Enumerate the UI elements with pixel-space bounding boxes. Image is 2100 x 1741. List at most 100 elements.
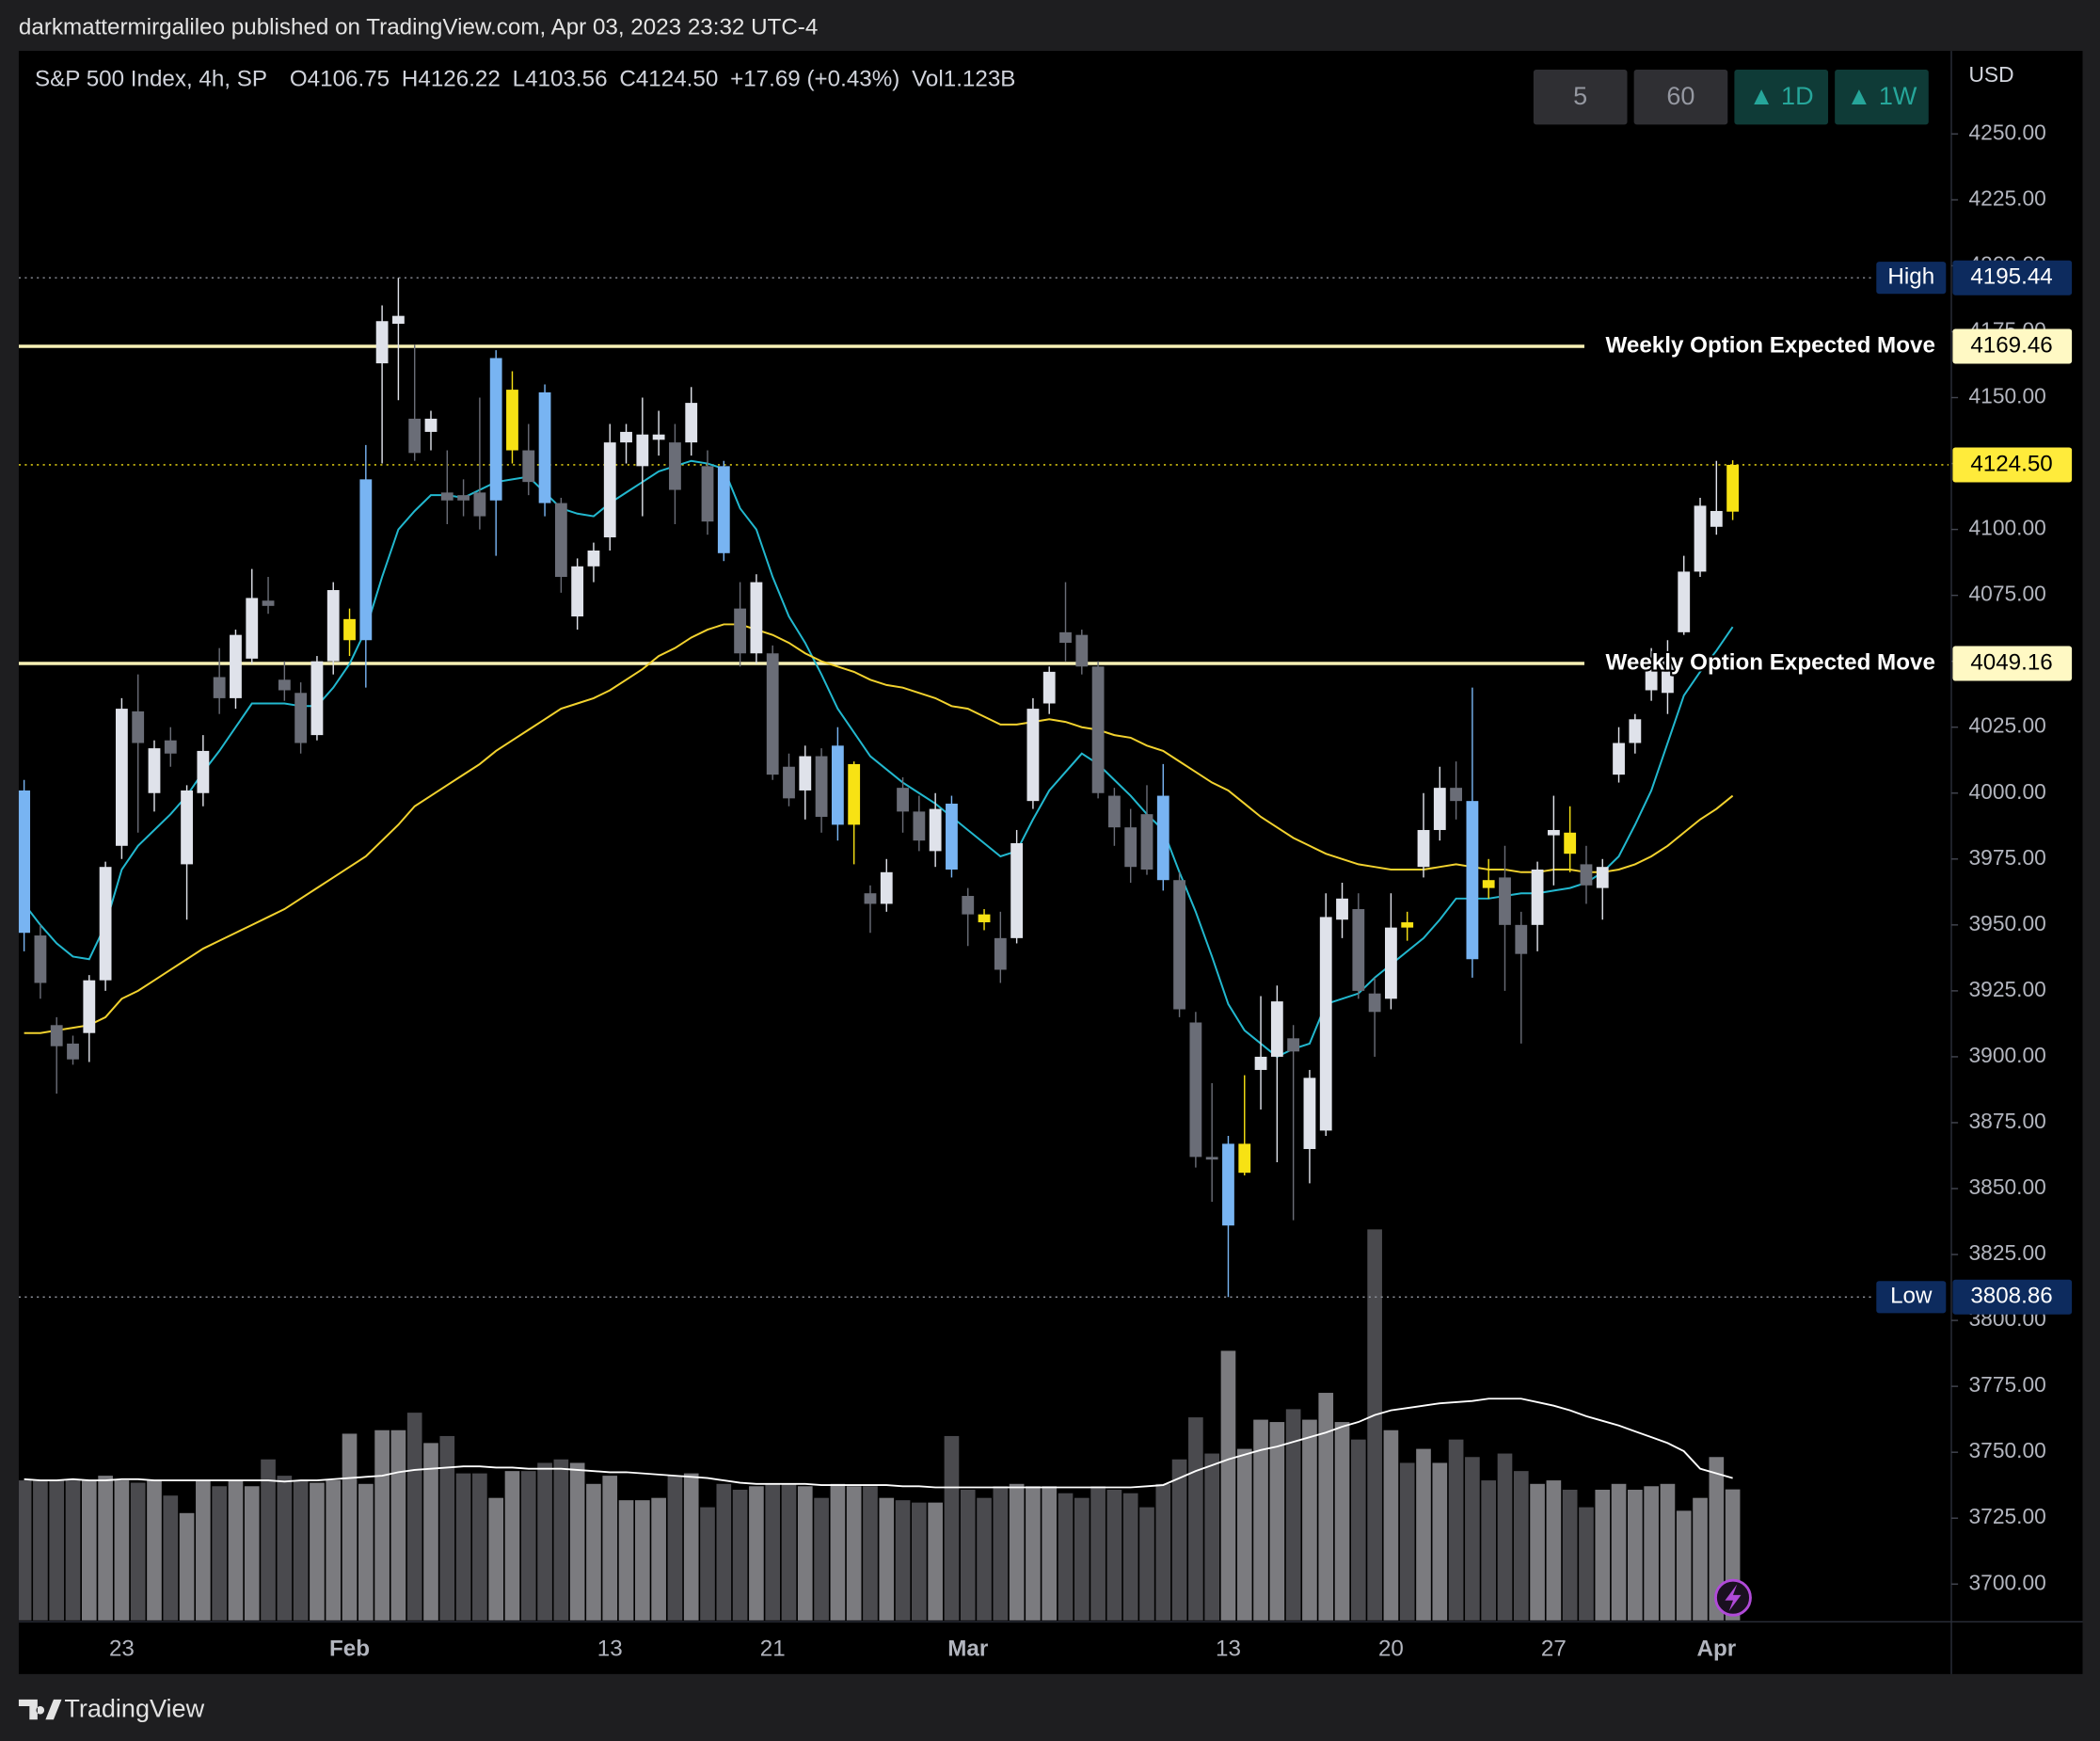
interval-button[interactable] bbox=[1835, 70, 1929, 125]
candle-body bbox=[213, 677, 226, 698]
volume-bar bbox=[1367, 1229, 1382, 1621]
candle-body bbox=[246, 598, 259, 659]
candle-body bbox=[1450, 788, 1463, 802]
volume-bar bbox=[912, 1502, 927, 1621]
candle-body bbox=[489, 358, 502, 501]
volume-bar bbox=[1334, 1422, 1350, 1621]
volume-bar bbox=[1481, 1480, 1497, 1621]
candle-body bbox=[457, 495, 469, 501]
level-value-box bbox=[1952, 447, 2073, 483]
volume-bar bbox=[944, 1435, 960, 1621]
volume-bar bbox=[1546, 1480, 1562, 1621]
level-value-box bbox=[1952, 328, 2073, 364]
interval-button-label[interactable]: 60 bbox=[1666, 82, 1694, 110]
volume-bar bbox=[700, 1507, 715, 1621]
volume-bar bbox=[1399, 1462, 1415, 1621]
candle-body bbox=[978, 914, 991, 923]
candle-body bbox=[1710, 510, 1723, 527]
y-tick-label: 3775.00 bbox=[1969, 1372, 2046, 1397]
publish-info: darkmattermirgalileo published on Tradin… bbox=[19, 14, 818, 40]
candle-body bbox=[1726, 464, 1740, 512]
candle-body bbox=[1678, 571, 1691, 632]
volume-bar bbox=[326, 1480, 342, 1621]
volume-bar bbox=[1204, 1453, 1219, 1621]
interval-button[interactable] bbox=[1533, 70, 1628, 125]
volume-bar bbox=[749, 1486, 764, 1621]
volume-bar bbox=[667, 1476, 683, 1621]
volume-bar bbox=[537, 1462, 552, 1621]
interval-button-label[interactable]: 5 bbox=[1573, 82, 1587, 110]
y-tick-label: 3700.00 bbox=[1969, 1570, 2046, 1594]
volume-bar bbox=[846, 1486, 862, 1621]
candle-body bbox=[1613, 743, 1625, 775]
candle-body bbox=[278, 679, 291, 691]
currency-label: USD bbox=[1969, 62, 2014, 87]
x-tick-label: 23 bbox=[109, 1637, 135, 1662]
level-value: 4195.44 bbox=[1970, 264, 2052, 290]
candle-body bbox=[587, 550, 600, 567]
candle-body bbox=[1140, 814, 1153, 870]
volume-bar bbox=[732, 1489, 748, 1621]
candle-body bbox=[408, 418, 422, 454]
candle-body bbox=[1091, 666, 1105, 793]
volume-bar bbox=[716, 1483, 732, 1621]
x-tick-label: Apr bbox=[1696, 1637, 1736, 1662]
volume-bar bbox=[33, 1480, 48, 1621]
candle-body bbox=[994, 937, 1007, 970]
interval-button[interactable] bbox=[1734, 70, 1829, 125]
y-tick-label: 3725.00 bbox=[1969, 1504, 2046, 1528]
candle-body bbox=[1547, 829, 1560, 836]
y-tick-label: 4150.00 bbox=[1969, 384, 2046, 408]
candle-body bbox=[343, 618, 356, 641]
volume-bar bbox=[212, 1486, 227, 1621]
x-tick-label: 20 bbox=[1378, 1637, 1404, 1662]
candle-body bbox=[67, 1043, 79, 1060]
candle-body bbox=[522, 450, 535, 483]
candle-body bbox=[83, 980, 96, 1033]
legend-item: C4124.50 bbox=[619, 67, 718, 92]
volume-bar bbox=[797, 1486, 813, 1621]
candle-body bbox=[1515, 924, 1528, 954]
volume-bar bbox=[1318, 1393, 1334, 1621]
y-tick-label: 3825.00 bbox=[1969, 1240, 2046, 1265]
brand: TradingView bbox=[18, 1694, 205, 1722]
candle-body bbox=[99, 867, 112, 981]
moving-average bbox=[23, 459, 1734, 1059]
volume-bar bbox=[1188, 1417, 1203, 1621]
volume-bar bbox=[196, 1480, 211, 1621]
candle-body bbox=[1238, 1143, 1251, 1174]
replay-icon bbox=[1714, 1578, 1752, 1617]
candle-body bbox=[375, 321, 389, 364]
y-tick-label: 4025.00 bbox=[1969, 713, 2046, 738]
level-text: Weekly Option Expected Move bbox=[1605, 649, 1934, 675]
volume-bar bbox=[1693, 1497, 1708, 1621]
candle-body bbox=[783, 766, 795, 799]
candle-body bbox=[652, 434, 665, 440]
volume-bar bbox=[895, 1500, 911, 1621]
candle-body bbox=[1596, 867, 1609, 888]
volume-bar bbox=[1611, 1483, 1627, 1621]
volume-bar bbox=[358, 1483, 374, 1621]
candle-body bbox=[359, 479, 373, 641]
volume-bar bbox=[1530, 1483, 1545, 1621]
volume-bar bbox=[1042, 1486, 1058, 1621]
volume-bar bbox=[1171, 1459, 1187, 1621]
interval-button[interactable] bbox=[1633, 70, 1728, 125]
volume-bar bbox=[18, 1480, 32, 1621]
x-tick-label: 13 bbox=[597, 1637, 623, 1662]
y-tick-label: 4100.00 bbox=[1969, 516, 2046, 540]
interval-button-label[interactable]: ▲ 1W bbox=[1847, 82, 1917, 110]
volume-bar bbox=[960, 1489, 976, 1621]
candle-body bbox=[962, 896, 975, 915]
interval-buttons: 5 60 ▲ 1D ▲ 1W bbox=[1533, 70, 1929, 125]
candle-body bbox=[506, 390, 518, 451]
volume-bar bbox=[765, 1483, 781, 1621]
interval-button-label[interactable]: ▲ 1D bbox=[1749, 82, 1814, 110]
volume-bar bbox=[390, 1430, 406, 1621]
volume-bar bbox=[179, 1512, 195, 1621]
volume-bar bbox=[1416, 1448, 1431, 1621]
volume-bar bbox=[830, 1483, 846, 1621]
volume-bar bbox=[1026, 1486, 1041, 1621]
